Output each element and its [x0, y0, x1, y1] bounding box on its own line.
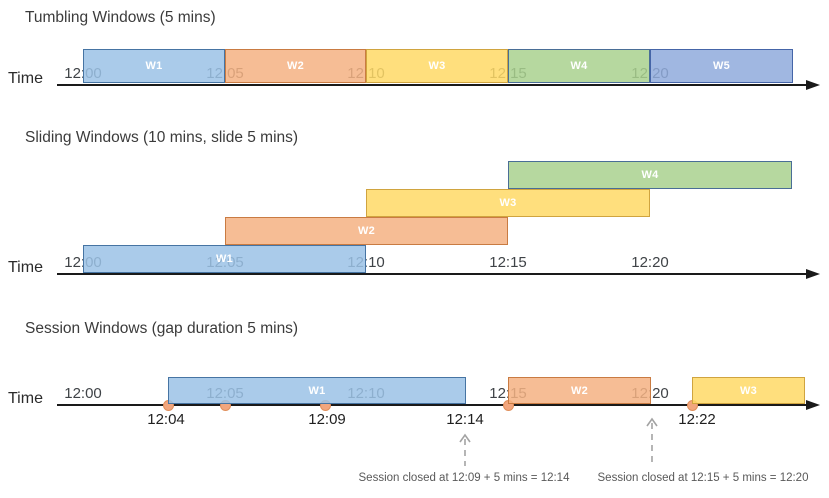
- session-close-arrow-icon: [458, 433, 472, 467]
- section-title-sliding: Sliding Windows (10 mins, slide 5 mins): [25, 129, 299, 146]
- window-label: W1: [145, 60, 163, 72]
- window-label: W3: [428, 60, 446, 72]
- timeline-arrowhead-icon: [806, 399, 820, 410]
- session-close-caption-1: Session closed at 12:15 + 5 mins = 12:20: [597, 472, 809, 484]
- window-label: W3: [739, 384, 758, 397]
- timeline-session: [57, 404, 806, 406]
- timeline-sliding: [57, 273, 806, 275]
- window-label: W2: [286, 60, 305, 72]
- window-box-session-w3: W3: [692, 377, 805, 404]
- window-box-sliding-w4: W4: [508, 161, 792, 189]
- window-box-tumbling-w3: W3: [366, 49, 508, 83]
- event-time-label-0: 12:04: [147, 411, 185, 428]
- window-box-sliding-w1: W1: [83, 245, 366, 273]
- window-box-session-w2: W2: [508, 377, 651, 404]
- section-title-session: Session Windows (gap duration 5 mins): [25, 320, 299, 337]
- window-label: W3: [499, 197, 517, 209]
- session-close-caption-0: Session closed at 12:09 + 5 mins = 12:14: [358, 472, 570, 484]
- window-label: W2: [357, 225, 376, 237]
- window-box-sliding-w3: W3: [366, 189, 650, 217]
- section-title-tumbling: Tumbling Windows (5 mins): [25, 9, 216, 26]
- tick-label-sliding-3: 12:15: [489, 254, 527, 271]
- window-label: W2: [570, 384, 589, 397]
- window-label: W4: [570, 60, 588, 72]
- time-axis-label-tumbling: Time: [8, 70, 43, 87]
- tick-label-sliding-4: 12:20: [631, 254, 669, 271]
- time-axis-label-session: Time: [8, 390, 43, 407]
- tick-label-session-0: 12:00: [64, 385, 102, 402]
- window-box-tumbling-w4: W4: [508, 49, 650, 83]
- timeline-tumbling: [57, 84, 806, 86]
- window-box-tumbling-w1: W1: [83, 49, 225, 83]
- timeline-arrowhead-icon: [806, 268, 820, 279]
- event-time-label-3: 12:22: [678, 411, 716, 428]
- window-label: W4: [641, 169, 659, 181]
- window-box-session-w1: W1: [168, 377, 466, 404]
- time-axis-label-sliding: Time: [8, 259, 43, 276]
- session-close-arrow-icon: [645, 417, 659, 467]
- window-label: W1: [308, 384, 326, 397]
- window-box-sliding-w2: W2: [225, 217, 508, 245]
- window-label: W5: [712, 60, 731, 72]
- window-box-tumbling-w5: W5: [650, 49, 793, 83]
- window-box-tumbling-w2: W2: [225, 49, 366, 83]
- event-time-label-2: 12:14: [446, 411, 484, 428]
- timeline-arrowhead-icon: [806, 79, 820, 90]
- window-label: W1: [215, 253, 234, 265]
- event-time-label-1: 12:09: [308, 411, 346, 428]
